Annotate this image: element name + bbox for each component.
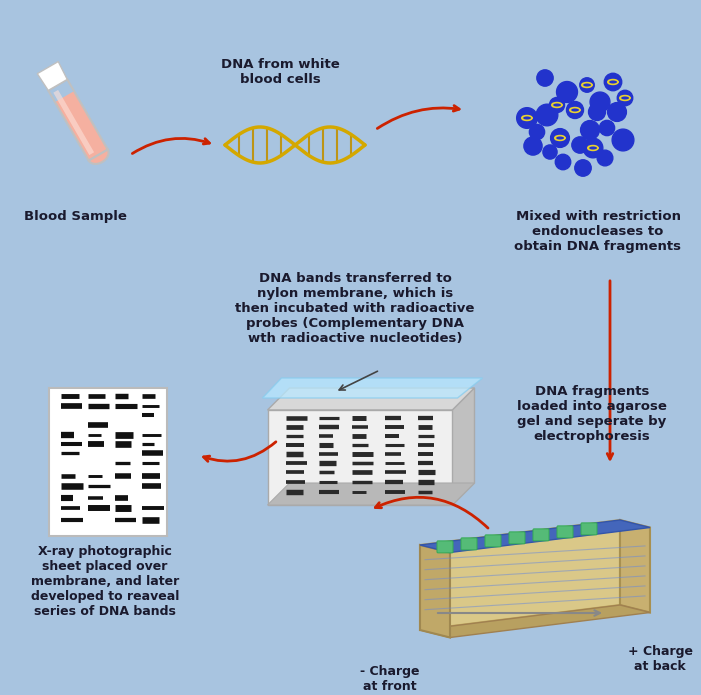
Polygon shape <box>420 545 450 637</box>
Circle shape <box>597 150 613 166</box>
Circle shape <box>537 70 553 86</box>
Circle shape <box>608 103 627 122</box>
Circle shape <box>524 137 542 155</box>
Polygon shape <box>268 410 453 505</box>
Polygon shape <box>420 605 650 637</box>
Polygon shape <box>620 520 650 612</box>
Circle shape <box>590 92 610 112</box>
Text: X-ray photographic
sheet placed over
membrane, and later
developed to reaveal
se: X-ray photographic sheet placed over mem… <box>31 545 179 618</box>
Polygon shape <box>55 91 108 161</box>
Circle shape <box>566 101 583 119</box>
Circle shape <box>599 120 615 136</box>
Circle shape <box>580 120 599 140</box>
Text: + Charge
at back: + Charge at back <box>627 645 693 673</box>
Circle shape <box>589 104 606 120</box>
Polygon shape <box>420 520 620 630</box>
Polygon shape <box>453 388 475 505</box>
Polygon shape <box>420 520 650 553</box>
Polygon shape <box>37 62 67 90</box>
FancyBboxPatch shape <box>485 535 501 547</box>
Circle shape <box>604 73 622 91</box>
Circle shape <box>550 97 564 113</box>
Polygon shape <box>262 378 482 398</box>
Circle shape <box>572 137 588 153</box>
Circle shape <box>555 154 571 170</box>
Circle shape <box>517 108 538 129</box>
Text: DNA fragments
loaded into agarose
gel and seperate by
electrophoresis: DNA fragments loaded into agarose gel an… <box>517 385 667 443</box>
Polygon shape <box>268 388 475 410</box>
Polygon shape <box>89 149 109 164</box>
Text: DNA from white
blood cells: DNA from white blood cells <box>221 58 339 86</box>
FancyBboxPatch shape <box>581 523 597 535</box>
FancyBboxPatch shape <box>509 532 525 544</box>
Circle shape <box>612 129 634 151</box>
Circle shape <box>543 145 557 159</box>
Circle shape <box>536 104 558 126</box>
FancyBboxPatch shape <box>533 529 549 541</box>
Circle shape <box>618 90 633 106</box>
FancyBboxPatch shape <box>557 526 573 538</box>
Text: Mixed with restriction
endonucleases to
obtain DNA fragments: Mixed with restriction endonucleases to … <box>515 210 681 253</box>
FancyBboxPatch shape <box>437 541 453 553</box>
Circle shape <box>557 81 578 102</box>
Circle shape <box>575 160 591 177</box>
Circle shape <box>583 138 603 158</box>
Text: Blood Sample: Blood Sample <box>24 210 126 223</box>
Text: - Charge
at front: - Charge at front <box>360 665 420 693</box>
Circle shape <box>580 78 594 92</box>
Polygon shape <box>53 90 94 155</box>
Circle shape <box>529 124 545 140</box>
FancyBboxPatch shape <box>461 538 477 550</box>
FancyBboxPatch shape <box>49 388 167 536</box>
Polygon shape <box>268 483 475 505</box>
Text: DNA bands transferred to
nylon membrane, which is
then incubated with radioactiv: DNA bands transferred to nylon membrane,… <box>236 272 475 345</box>
Circle shape <box>550 129 569 147</box>
